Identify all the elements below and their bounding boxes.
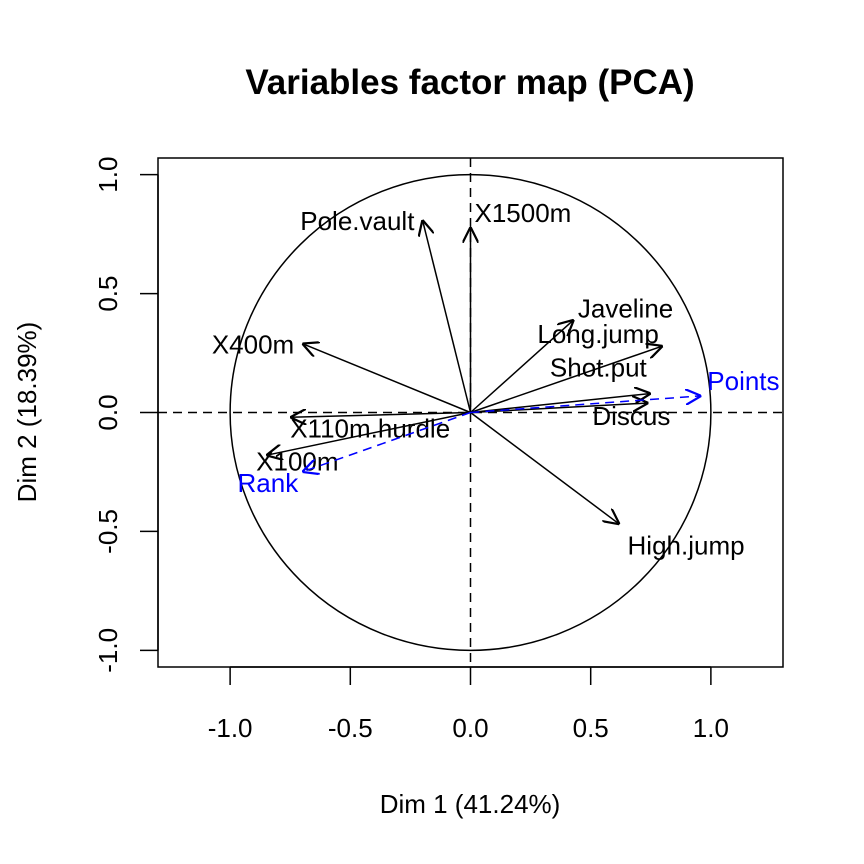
y-tick-label: 1.0: [93, 157, 123, 193]
label-x400m: X400m: [212, 330, 294, 360]
arrow-high-jump: [470, 411, 620, 525]
arrow-javeline: [469, 320, 574, 414]
x-tick-label: 0.5: [573, 713, 609, 743]
x-axis: -1.0 -0.5 0.0 0.5 1.0: [208, 666, 729, 743]
arrow-long-jump: [470, 346, 663, 414]
label-x110m-hurdle: X110m.hurdle: [290, 413, 450, 443]
arrow-pole-vault: [422, 220, 472, 413]
label-rank: Rank: [238, 468, 300, 498]
x-tick-label: -0.5: [328, 713, 373, 743]
label-pole-vault: Pole.vault: [300, 206, 415, 236]
arrow-x110m-hurdle: [290, 413, 471, 418]
arrow-discus: [470, 403, 649, 414]
y-tick-label: 0.5: [93, 275, 123, 311]
label-points: Points: [707, 366, 779, 396]
label-x100m: X100m: [256, 446, 338, 476]
y-axis: -1.0 -0.5 0.0 0.5 1.0: [93, 157, 159, 673]
label-javeline: Javeline: [578, 294, 673, 324]
chart-title: Variables factor map (PCA): [245, 63, 694, 102]
arrow-shot-put: [470, 393, 651, 414]
arrow-points: [470, 396, 702, 414]
x-tick-label: -1.0: [208, 713, 253, 743]
label-discus: Discus: [592, 401, 670, 431]
y-tick-label: -1.0: [93, 628, 123, 673]
y-axis-label: Dim 2 (18.39%): [12, 322, 42, 503]
y-tick-label: 0.0: [93, 394, 123, 430]
label-x1500m: X1500m: [475, 198, 572, 228]
label-shot-put: Shot.put: [550, 352, 648, 382]
x-tick-label: 0.0: [452, 713, 488, 743]
arrow-x400m: [302, 344, 471, 414]
plot-area: X100mLong.jumpShot.putHigh.jumpX400mX110…: [158, 158, 783, 667]
x-axis-label: Dim 1 (41.24%): [380, 789, 561, 819]
x-tick-label: 1.0: [693, 713, 729, 743]
label-high-jump: High.jump: [628, 530, 745, 560]
y-tick-label: -0.5: [93, 509, 123, 554]
arrow-x100m: [266, 411, 471, 456]
